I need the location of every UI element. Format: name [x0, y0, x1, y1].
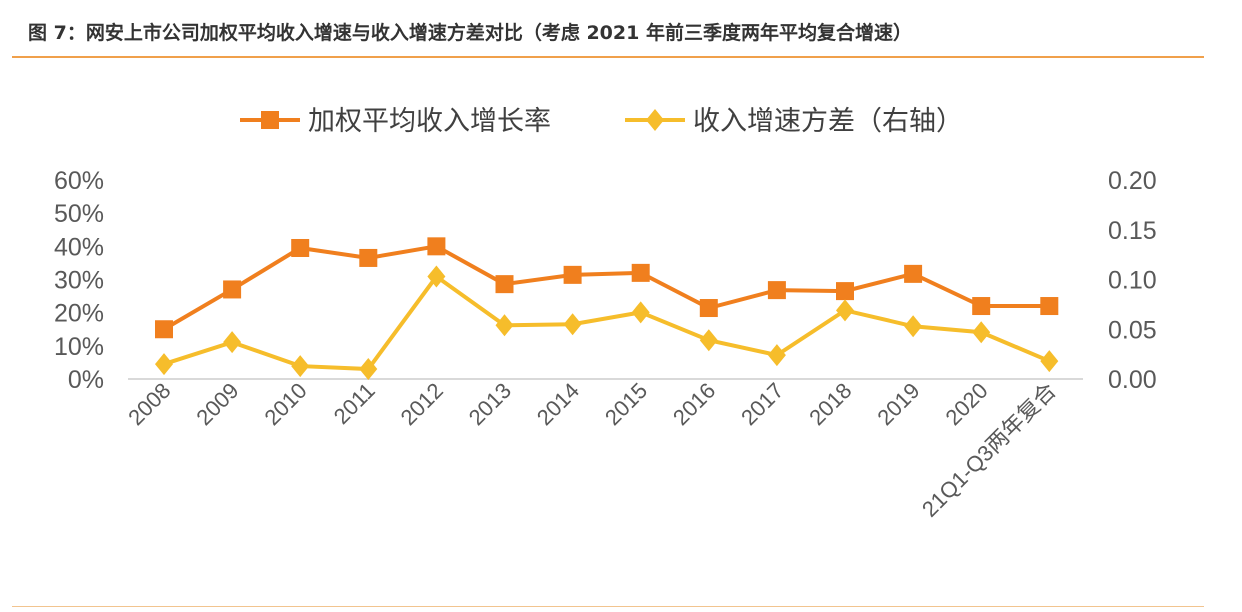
- legend-label: 加权平均收入增长率: [308, 106, 551, 137]
- series-line: [163, 273, 1051, 372]
- data-point-diamond: [767, 344, 786, 367]
- x-axis-tick-label: 2008: [123, 378, 175, 430]
- left-axis-tick-label: 0%: [68, 366, 104, 394]
- data-point-diamond: [155, 353, 173, 376]
- x-axis-tick-label: 2016: [668, 378, 720, 430]
- data-point-diamond: [427, 265, 446, 288]
- left-axis-tick-label: 30%: [54, 267, 104, 295]
- left-axis-tick-label: 50%: [54, 200, 104, 228]
- right-axis-tick-label: 0.00: [1108, 366, 1157, 394]
- series-line: [162, 244, 1050, 331]
- data-point-square: [1040, 297, 1059, 316]
- left-axis-tick-label: 40%: [54, 233, 104, 261]
- x-axis-tick-label: 2010: [259, 378, 311, 430]
- data-point-diamond: [291, 355, 310, 378]
- x-axis-tick-label: 2012: [396, 378, 448, 430]
- right-axis-tick-label: 0.05: [1108, 316, 1157, 344]
- title-divider: [12, 56, 1204, 58]
- data-point-diamond: [699, 329, 718, 352]
- data-point-square: [223, 280, 242, 299]
- x-axis-tick-label: 2013: [464, 378, 516, 430]
- x-axis-tick-label: 2009: [191, 378, 243, 430]
- data-point-square: [767, 281, 786, 300]
- data-point-diamond: [972, 321, 991, 344]
- data-point-square: [904, 264, 923, 283]
- x-axis-tick-label: 2018: [804, 378, 856, 430]
- data-point-diamond: [1040, 350, 1059, 373]
- data-point-square: [359, 248, 378, 267]
- data-point-square: [427, 237, 446, 256]
- left-axis-tick-label: 20%: [54, 300, 104, 328]
- data-point-square: [836, 282, 854, 301]
- data-point-square: [495, 275, 514, 294]
- bottom-divider: [12, 606, 1204, 607]
- right-axis-tick-label: 0.10: [1108, 267, 1157, 295]
- data-point-diamond: [563, 313, 582, 336]
- data-point-square: [631, 263, 650, 282]
- x-axis-tick-label: 2011: [329, 378, 380, 429]
- data-point-diamond: [223, 331, 242, 354]
- right-axis-tick-label: 0.15: [1108, 217, 1157, 245]
- data-point-diamond: [904, 315, 923, 338]
- right-axis-tick-label: 0.20: [1108, 167, 1157, 195]
- x-axis-tick-label: 21Q1-Q3两年复合: [917, 378, 1061, 522]
- data-point-square: [972, 297, 991, 316]
- data-point-diamond: [836, 299, 854, 322]
- data-point-diamond: [359, 358, 378, 381]
- data-point-square: [563, 265, 582, 284]
- legend-square-marker: [261, 111, 279, 129]
- x-axis-tick-label: 2015: [600, 378, 652, 430]
- x-axis-tick-label: 2019: [872, 378, 924, 430]
- x-axis-tick-label: 2020: [940, 378, 992, 430]
- left-axis-tick-label: 60%: [54, 167, 104, 195]
- legend-diamond-marker: [646, 109, 664, 131]
- figure-title: 图 7：网安上市公司加权平均收入增速与收入增速方差对比（考虑 2021 年前三季…: [28, 22, 912, 44]
- x-axis-tick-label: 2014: [532, 378, 584, 430]
- data-point-square: [699, 299, 718, 318]
- left-axis-tick-label: 10%: [54, 333, 104, 361]
- x-axis-tick-label: 2017: [736, 378, 788, 430]
- data-point-diamond: [495, 314, 514, 337]
- legend-label: 收入增速方差（右轴）: [693, 106, 963, 137]
- data-point-diamond: [631, 301, 650, 324]
- data-point-square: [291, 238, 310, 257]
- data-point-square: [155, 320, 173, 339]
